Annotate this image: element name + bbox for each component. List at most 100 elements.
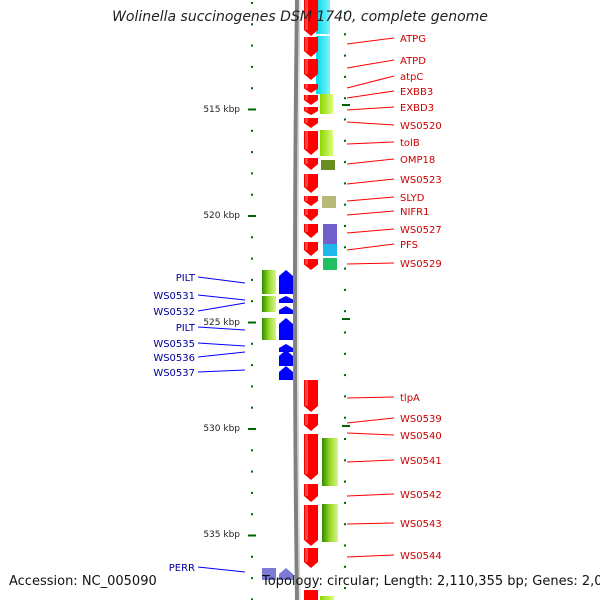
genome-backbone-highlight [297, 0, 301, 601]
forward-label-leader [346, 75, 395, 89]
forward-gene-label[interactable]: NIFR1 [400, 207, 430, 218]
cog-category-block [320, 94, 333, 114]
gene-highlight [305, 224, 308, 232]
gene-highlight [305, 37, 308, 51]
forward-gene-label[interactable]: WS0540 [400, 431, 442, 442]
forward-gene-label[interactable]: PFS [400, 240, 418, 251]
forward-gene-label[interactable]: WS0544 [400, 551, 442, 562]
scale-tick [344, 544, 346, 547]
forward-gene-label[interactable]: WS0523 [400, 175, 442, 186]
reverse-gene-label[interactable]: WS0531 [153, 291, 195, 302]
forward-gene-label[interactable]: ATPD [400, 56, 426, 67]
forward-gene-label[interactable]: WS0539 [400, 414, 442, 425]
scale-tick [344, 161, 346, 164]
gene-highlight [305, 174, 308, 187]
scale-tick [344, 501, 346, 504]
scale-tick [251, 491, 253, 494]
forward-gene-label[interactable]: WS0543 [400, 519, 442, 530]
reverse-gene-arrow[interactable] [262, 568, 276, 580]
forward-gene-label[interactable]: WS0541 [400, 456, 442, 467]
reverse-gene-label[interactable]: WS0535 [153, 339, 195, 350]
gene-highlight [305, 242, 308, 250]
reverse-gene-label[interactable]: WS0537 [153, 368, 195, 379]
forward-gene-label[interactable]: SLYD [400, 193, 425, 204]
scale-tick [251, 577, 253, 580]
gene-highlight [305, 484, 308, 496]
scale-tick [344, 139, 346, 142]
forward-gene-label[interactable]: WS0542 [400, 490, 442, 501]
forward-gene-label[interactable]: EXBD3 [400, 103, 434, 114]
reverse-gene-arrow[interactable] [279, 318, 293, 340]
scale-tick [251, 449, 253, 452]
forward-gene-label[interactable]: WS0529 [400, 259, 442, 270]
scale-tick [251, 385, 253, 388]
reverse-gene-arrow[interactable] [279, 270, 293, 294]
scale-tick [251, 87, 253, 90]
reverse-gene-arrow[interactable] [279, 366, 293, 380]
reverse-gene-arrow[interactable] [279, 306, 293, 314]
reverse-gene-arrow[interactable] [279, 344, 293, 352]
reverse-gene-arrow[interactable] [279, 568, 293, 580]
forward-label-leader [346, 106, 395, 111]
scale-tick [251, 236, 253, 239]
forward-gene-label[interactable]: tolB [400, 138, 420, 149]
forward-label-leader [346, 396, 395, 399]
forward-label-leader [346, 262, 395, 265]
reverse-label-leader [197, 294, 246, 301]
gene-highlight [305, 209, 308, 215]
scale-tick [248, 428, 256, 430]
forward-gene-label[interactable]: OMP18 [400, 155, 435, 166]
scale-tick [344, 75, 346, 78]
scale-tick [344, 480, 346, 483]
forward-gene-arrow[interactable] [304, 590, 318, 600]
reverse-gene-arrow[interactable] [279, 296, 293, 303]
reverse-gene-label[interactable]: WS0532 [153, 307, 195, 318]
scale-tick [344, 310, 346, 313]
gene-highlight [305, 131, 308, 149]
forward-gene-label[interactable]: EXBB3 [400, 87, 433, 98]
scale-tick [251, 65, 253, 68]
forward-label-leader [346, 210, 395, 216]
forward-gene-label[interactable]: atpC [400, 72, 423, 83]
forward-label-leader [346, 554, 395, 558]
scale-tick [344, 523, 346, 526]
scale-tick [251, 470, 253, 473]
forward-label-leader [346, 459, 395, 463]
scale-tick [344, 395, 346, 398]
scale-tick [344, 203, 346, 206]
reverse-gene-label[interactable]: WS0536 [153, 353, 195, 364]
cog-category-block [321, 160, 335, 170]
reverse-gene-label[interactable]: PILT [176, 323, 196, 334]
reverse-gene-label[interactable]: PERR [169, 563, 195, 574]
reverse-gene-arrow[interactable] [279, 350, 293, 366]
gene-highlight [305, 380, 308, 406]
scale-tick [344, 374, 346, 377]
forward-gene-label[interactable]: WS0527 [400, 225, 442, 236]
cog-category-block [262, 270, 276, 294]
gene-highlight [305, 434, 308, 474]
forward-gene-label[interactable]: ATPG [400, 34, 426, 45]
cog-category-block [320, 130, 333, 156]
scale-tick [344, 459, 346, 462]
scale-tick [344, 438, 346, 440]
cog-category-block [322, 438, 338, 486]
forward-label-leader [346, 432, 395, 436]
scale-tick [251, 193, 253, 196]
scale-tick [344, 331, 346, 334]
gene-highlight [305, 548, 308, 562]
reverse-gene-label[interactable]: PILT [176, 273, 196, 284]
scale-tick [344, 267, 346, 270]
cog-category-block [322, 196, 336, 208]
scale-tick [344, 54, 346, 57]
cog-category-block [323, 244, 337, 256]
scale-tick [344, 565, 346, 568]
scale-label: 515 kbp [203, 105, 240, 115]
scale-tick [251, 513, 253, 516]
forward-gene-label[interactable]: WS0520 [400, 121, 442, 132]
cog-category-block [323, 224, 337, 244]
gene-highlight [305, 414, 308, 425]
scale-label: 530 kbp [203, 424, 240, 434]
forward-gene-label[interactable]: tlpA [400, 393, 420, 404]
forward-label-leader [346, 37, 395, 45]
